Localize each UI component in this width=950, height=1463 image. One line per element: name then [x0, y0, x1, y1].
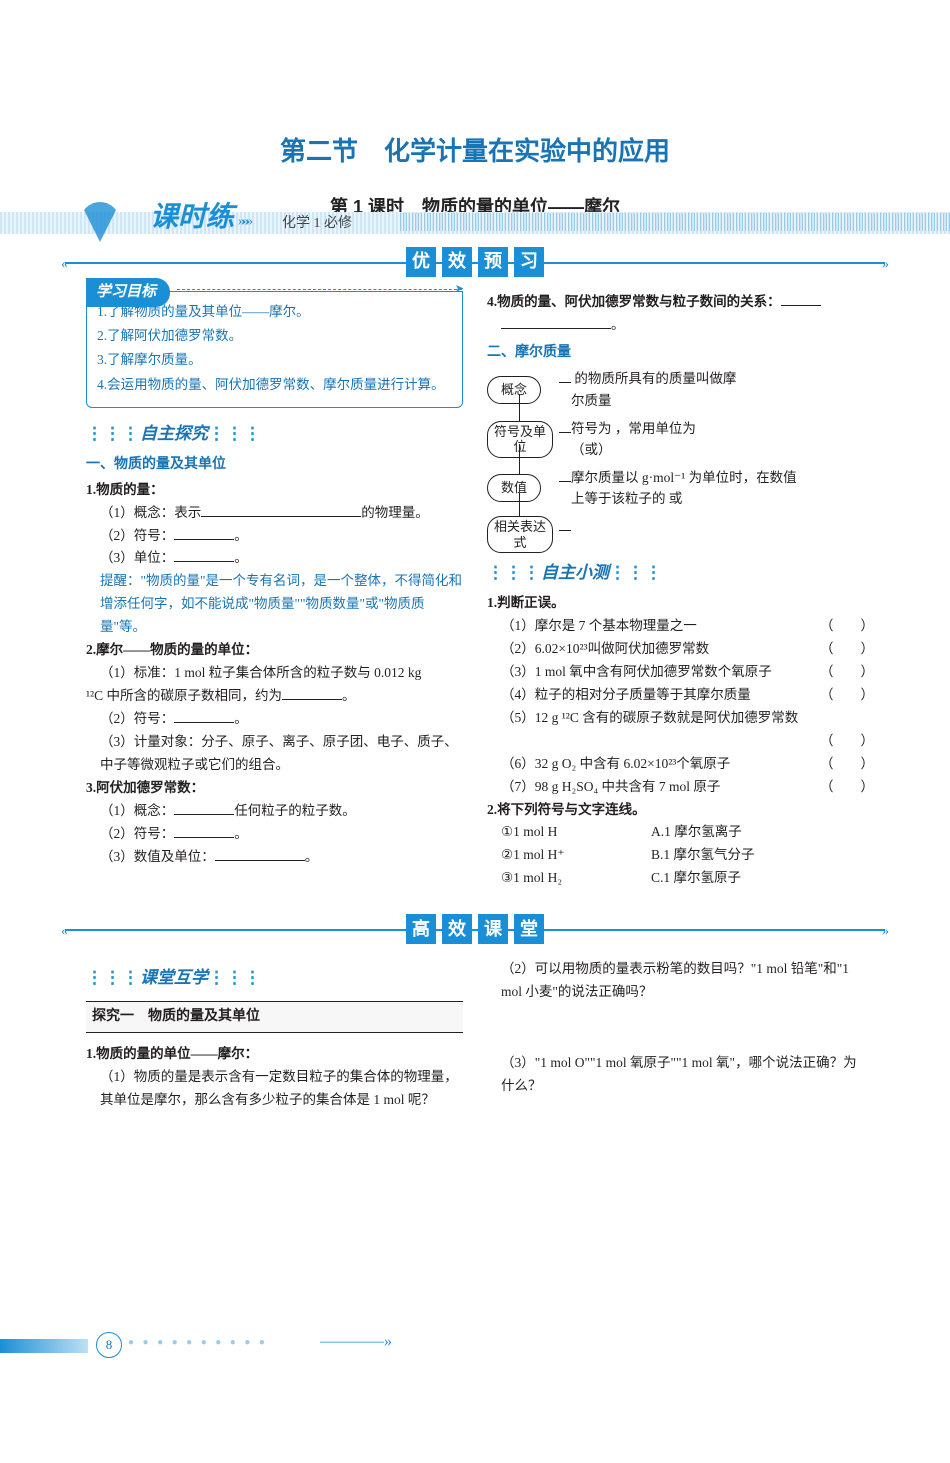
right-column-2: （2）可以用物质的量表示粉笔的数目吗？"1 mol 铅笔"和"1 mol 小麦"…	[487, 958, 864, 1112]
banner-char: 堂	[514, 914, 544, 944]
content-columns: 学习目标 1.了解物质的量及其单位——摩尔。 2.了解阿伏加德罗常数。 3.了解…	[0, 291, 950, 891]
class-q3: （3）"1 mol O""1 mol 氧原子""1 mol 氧"，哪个说法正确？…	[487, 1052, 864, 1098]
arrow-right-icon: »	[882, 920, 889, 944]
footer-arrow-icon: ――――»	[320, 1328, 392, 1355]
right-column: 4.物质的量、阿伏加德罗常数与粒子数间的关系： 。 二、摩尔质量 概念 的物质所…	[487, 291, 864, 891]
arrow-left-icon: «	[61, 920, 68, 944]
section1-title: 一、物质的量及其单位	[86, 453, 463, 477]
dots-icon: ⋮⋮⋮	[609, 563, 663, 582]
banner-char: 课	[478, 914, 508, 944]
node-concept: 概念	[487, 376, 541, 404]
class-q2: （2）可以用物质的量表示粉笔的数目吗？"1 mol 铅笔"和"1 mol 小麦"…	[487, 958, 864, 1004]
node-expression: 相关表达式	[487, 516, 553, 553]
dots-icon: ⋮⋮⋮	[86, 424, 140, 443]
p3: 3.阿伏加德罗常数： （1）概念：任何粒子的粒子数。 （2）符号：。 （3）数值…	[86, 777, 463, 869]
node-value: 数值	[487, 474, 541, 502]
banner-char: 高	[406, 914, 436, 944]
header-stripes	[400, 213, 950, 231]
hint-text: 提醒："物质的量"是一个专有名词，是一个整体，不得简化和增添任何字，如不能说成"…	[86, 570, 463, 639]
banner-char: 效	[442, 247, 472, 277]
arrow-right-icon: »	[882, 253, 889, 277]
footer: 8 ● ● ● ● ● ● ● ● ● ● ――――»	[0, 1331, 950, 1353]
p1: 1.物质的量： （1）概念：表示的物理量。 （2）符号：。 （3）单位：。	[86, 479, 463, 571]
class-q1: 1.物质的量的单位——摩尔： （1）物质的量是表示含有一定数目粒子的集合体的物理…	[86, 1043, 463, 1112]
goal-item: 4.会运用物质的量、阿伏加德罗常数、摩尔质量进行计算。	[97, 373, 452, 397]
subhead-explore: ⋮⋮⋮自主探究⋮⋮⋮	[86, 420, 463, 449]
dots-icon: ⋮⋮⋮	[208, 424, 262, 443]
page-number: 8	[96, 1332, 122, 1358]
goals-arrow-icon	[177, 289, 462, 290]
left-column: 学习目标 1.了解物质的量及其单位——摩尔。 2.了解阿伏加德罗常数。 3.了解…	[86, 291, 463, 891]
page-title: 第二节 化学计量在实验中的应用	[0, 130, 950, 174]
brand-subject: 化学 1 必修	[282, 212, 352, 236]
inquiry-title: 探究一 物质的量及其单位	[86, 1001, 463, 1033]
content-columns-2: ⋮⋮⋮课堂互学⋮⋮⋮ 探究一 物质的量及其单位 1.物质的量的单位——摩尔： （…	[0, 958, 950, 1112]
molar-mass-diagram: 概念 的物质所具有的质量叫做摩 尔质量 符号及单位 符号为 ，常用单位为 （或）	[487, 368, 864, 553]
dots-icon: ⋮⋮⋮	[487, 563, 541, 582]
brand-title: 课时练	[150, 194, 234, 242]
subhead-class: ⋮⋮⋮课堂互学⋮⋮⋮	[86, 964, 463, 993]
true-false: 1.判断正误。 （1）摩尔是 7 个基本物理量之一（ ） （2）6.02×10²…	[487, 592, 864, 798]
node-symbol-unit: 符号及单位	[487, 421, 553, 458]
match: 2.将下列符号与文字连线。 ①1 mol HA.1 摩尔氢离子 ②1 mol H…	[487, 799, 864, 891]
goals-box: 学习目标 1.了解物质的量及其单位——摩尔。 2.了解阿伏加德罗常数。 3.了解…	[86, 291, 463, 408]
banner-char: 预	[478, 247, 508, 277]
section-banner-class: « » 高 效 课 堂	[65, 912, 885, 946]
goal-item: 2.了解阿伏加德罗常数。	[97, 324, 452, 348]
dots-icon: ⋮⋮⋮	[86, 968, 140, 987]
p2: 2.摩尔——物质的量的单位： （1）标准：1 mol 粒子集合体所含的粒子数与 …	[86, 639, 463, 777]
banner-char: 习	[514, 247, 544, 277]
footer-gradient	[0, 1339, 88, 1353]
footer-dots-icon: ● ● ● ● ● ● ● ● ● ●	[128, 1334, 268, 1351]
subhead-test: ⋮⋮⋮自主小测⋮⋮⋮	[487, 559, 864, 588]
p4: 4.物质的量、阿伏加德罗常数与粒子数间的关系： 。	[487, 291, 864, 337]
section2-title: 二、摩尔质量	[487, 341, 864, 365]
goal-item: 3.了解摩尔质量。	[97, 348, 452, 372]
banner-char: 效	[442, 914, 472, 944]
section-banner-preview: « » 优 效 预 习	[65, 245, 885, 279]
brand-arrows: »»»	[238, 210, 250, 234]
left-column-2: ⋮⋮⋮课堂互学⋮⋮⋮ 探究一 物质的量及其单位 1.物质的量的单位——摩尔： （…	[86, 958, 463, 1112]
arrow-left-icon: «	[61, 253, 68, 277]
dots-icon: ⋮⋮⋮	[208, 968, 262, 987]
goals-tab: 学习目标	[86, 278, 170, 308]
banner-char: 优	[406, 247, 436, 277]
